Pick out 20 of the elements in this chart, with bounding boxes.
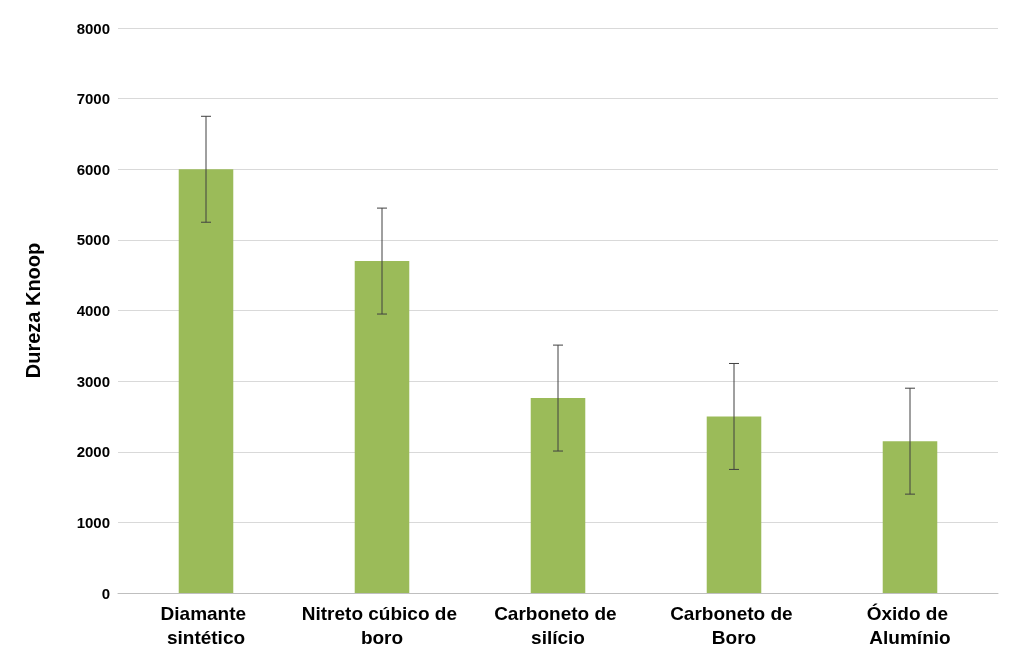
- bar: [882, 441, 938, 593]
- y-tick-label: 7000: [76, 90, 110, 108]
- y-tick-label: 3000: [76, 372, 110, 390]
- y-tick-label: 4000: [76, 302, 110, 319]
- y-tick-label: 8000: [76, 19, 110, 37]
- y-tick-label: 0: [101, 584, 110, 602]
- x-tick-label: Carboneto de Boro: [670, 602, 798, 648]
- y-axis-title: Dureza Knoop: [22, 242, 44, 379]
- x-tick-label: Diamante sintético: [160, 602, 252, 648]
- bar: [706, 416, 762, 593]
- y-tick-label: 1000: [76, 513, 110, 531]
- bar: [354, 261, 410, 593]
- bar: [530, 398, 586, 593]
- bar: [178, 169, 234, 593]
- x-tick-label: Carboneto de silício: [494, 602, 622, 648]
- y-tick-label: 2000: [76, 443, 110, 461]
- y-tick-label: 6000: [76, 160, 110, 178]
- x-tick-label: Nitreto cúbico de boro: [301, 602, 463, 648]
- y-tick-label: 5000: [76, 231, 110, 249]
- x-tick-label: Óxido de Alumínio: [866, 602, 954, 648]
